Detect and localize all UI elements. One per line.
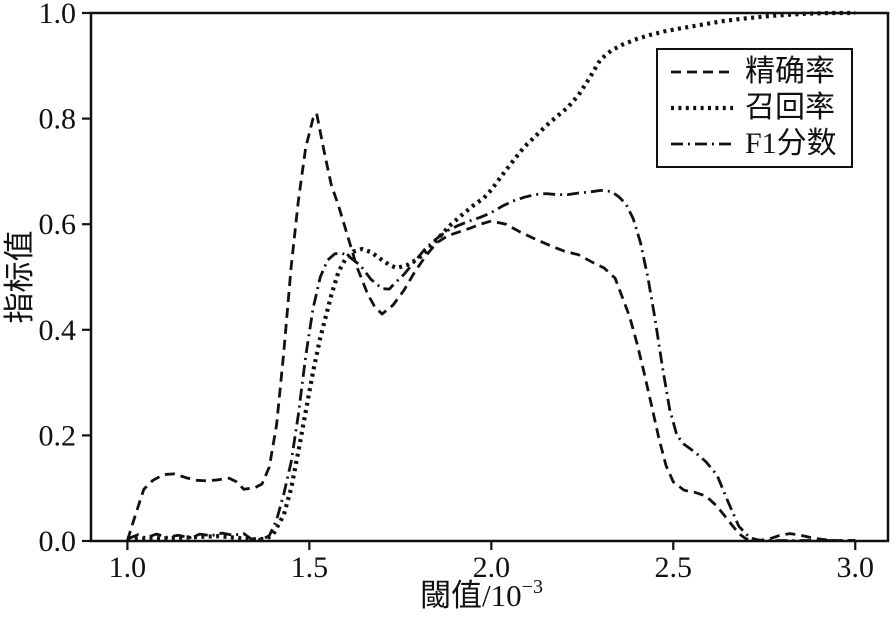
legend-label-recall: 召回率 — [745, 91, 835, 124]
legend-label-f1: F1分数 — [745, 127, 837, 160]
precision-series-line — [126, 111, 856, 542]
x-tick-label: 2.0 — [473, 551, 511, 584]
x-axis-label: 閾值/10−3 — [420, 576, 543, 613]
y-tick-label: 0.2 — [39, 419, 77, 452]
f1-series-line — [126, 189, 856, 542]
y-tick-label: 0.8 — [39, 103, 77, 136]
x-tick-label: 3.0 — [836, 551, 874, 584]
legend-f1-line-sample — [671, 142, 733, 146]
y-tick-label: 1.0 — [39, 0, 77, 30]
legend-precision-line-sample — [671, 70, 733, 74]
plot-frame — [89, 11, 890, 543]
legend-item-f1: F1分数 — [670, 127, 843, 161]
x-tick-label: 2.5 — [655, 551, 693, 584]
legend-label-precision: 精确率 — [745, 55, 835, 88]
legend-item-precision: 精确率 — [670, 55, 843, 89]
y-axis-label: 指标值 — [2, 231, 37, 324]
y-tick-label: 0.0 — [39, 525, 77, 558]
y-tick-label: 0.6 — [39, 208, 77, 241]
legend: 精确率 召回率 F1分数 — [656, 48, 853, 168]
x-tick-label: 1.0 — [109, 551, 147, 584]
y-tick-label: 0.4 — [39, 314, 77, 347]
x-tick-label: 1.5 — [291, 551, 329, 584]
recall-series-line — [127, 10, 856, 542]
legend-recall-line-sample — [671, 105, 733, 111]
legend-item-recall: 召回率 — [670, 91, 843, 125]
